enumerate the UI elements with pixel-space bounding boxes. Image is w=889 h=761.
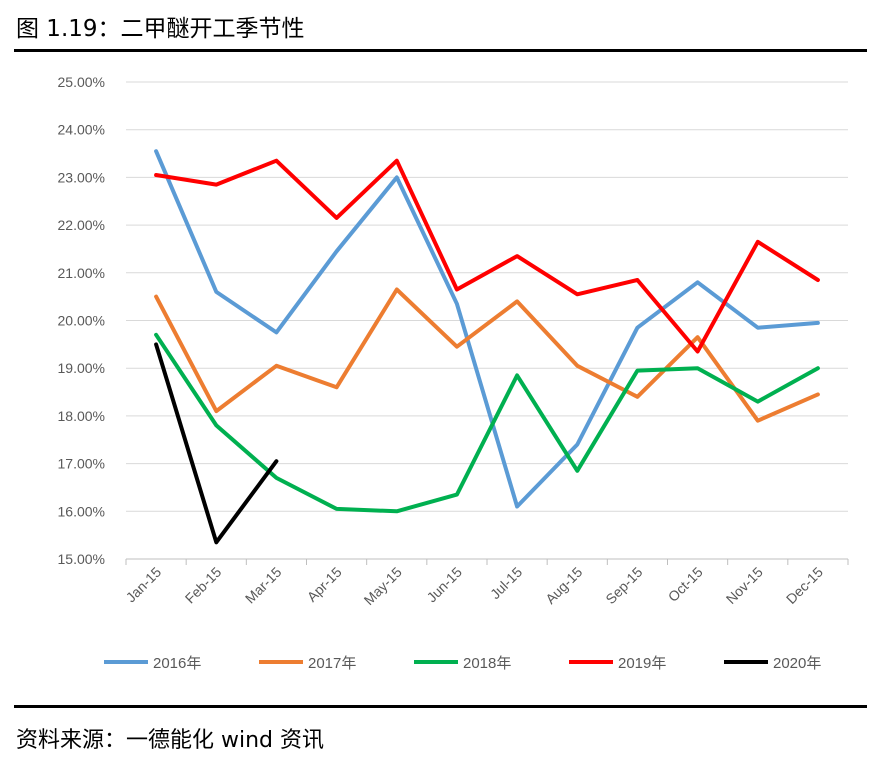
legend-label: 2020年 bbox=[773, 655, 821, 672]
y-tick-label: 20.00% bbox=[58, 313, 105, 329]
line-chart: 15.00% 16.00% 17.00% 18.00% 19.00% 20.00% 21.0… bbox=[58, 74, 849, 672]
y-tick-label: 23.00% bbox=[58, 169, 105, 185]
y-axis-ticks: 15.00% 16.00% 17.00% 18.00% 19.00% 20.00% 21.0… bbox=[58, 74, 105, 567]
x-tick-label: Dec-15 bbox=[783, 564, 826, 607]
x-tick-label: Oct-15 bbox=[665, 564, 706, 605]
series-line-2020年 bbox=[154, 342, 279, 545]
y-tick-label: 21.00% bbox=[58, 265, 105, 281]
source-divider bbox=[14, 705, 867, 708]
x-tick-label: Sep-15 bbox=[602, 564, 645, 607]
x-tick-label: Apr-15 bbox=[304, 564, 345, 605]
legend-label: 2018年 bbox=[463, 655, 511, 672]
x-tick-label: Feb-15 bbox=[182, 564, 225, 607]
legend: 2016年 2017年 2018年 2019年 2020年 bbox=[104, 655, 821, 672]
x-axis-ticks: Jan-15 Feb-15 Mar-15 Apr-15 May-15 Jun-15 Jul-… bbox=[123, 564, 827, 608]
x-tick-label: Nov-15 bbox=[723, 564, 766, 607]
figure-title: 图 1.19：二甲醚开工季节性 bbox=[16, 16, 305, 42]
x-tick-label: Mar-15 bbox=[242, 564, 285, 607]
y-tick-label: 15.00% bbox=[58, 551, 105, 567]
series-line-2017年 bbox=[154, 287, 820, 423]
series-line-2016年 bbox=[154, 149, 820, 509]
x-tick-label: Jul-15 bbox=[487, 564, 525, 602]
grid-lines bbox=[126, 81, 848, 512]
legend-label: 2019年 bbox=[618, 655, 666, 672]
x-tick-label: May-15 bbox=[361, 564, 405, 608]
title-divider bbox=[14, 49, 867, 52]
series-lines bbox=[154, 149, 820, 545]
series-line-2019年 bbox=[154, 158, 820, 354]
y-tick-label: 25.00% bbox=[58, 74, 105, 90]
x-tick-label: Jan-15 bbox=[123, 564, 165, 606]
x-axis bbox=[125, 558, 849, 565]
y-tick-label: 22.00% bbox=[58, 217, 105, 233]
y-tick-label: 17.00% bbox=[58, 456, 105, 472]
legend-label: 2017年 bbox=[308, 655, 356, 672]
y-tick-label: 18.00% bbox=[58, 408, 105, 424]
series-line-2018年 bbox=[154, 332, 820, 514]
source-note: 资料来源：一德能化 wind 资讯 bbox=[16, 728, 325, 753]
legend-label: 2016年 bbox=[153, 655, 201, 672]
x-tick-label: Aug-15 bbox=[542, 564, 585, 607]
y-tick-label: 24.00% bbox=[58, 122, 105, 138]
y-tick-label: 19.00% bbox=[58, 360, 105, 376]
y-tick-label: 16.00% bbox=[58, 503, 105, 519]
x-tick-label: Jun-15 bbox=[423, 564, 465, 606]
